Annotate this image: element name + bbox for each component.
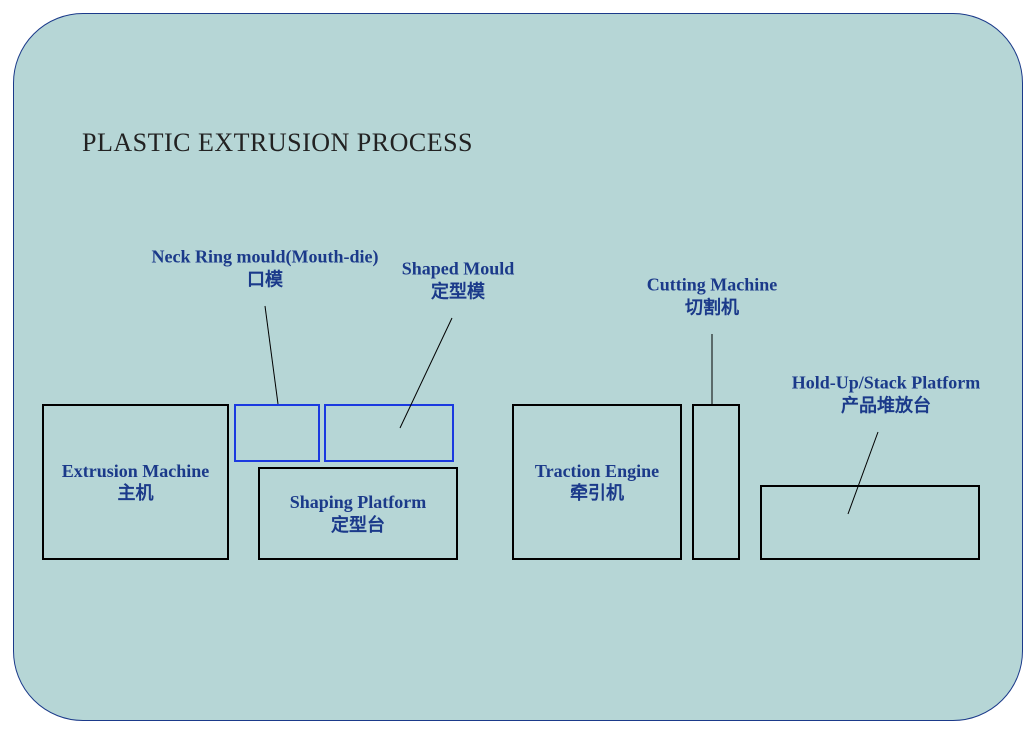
neck-ring-mould-callout-en: Neck Ring mould(Mouth-die) [151, 246, 378, 269]
background-panel [13, 13, 1023, 721]
shaping-platform-label-en: Shaping Platform [290, 491, 427, 514]
cutting-machine-callout: Cutting Machine 切割机 [647, 274, 778, 319]
shaped-mould-callout-en: Shaped Mould [402, 258, 515, 281]
neck-ring-mould-callout: Neck Ring mould(Mouth-die) 口模 [151, 246, 378, 291]
extrusion-machine-label-en: Extrusion Machine [62, 460, 210, 483]
holdup-stack-platform-box [760, 485, 980, 560]
shaping-platform-label-zh: 定型台 [331, 514, 385, 537]
shaped-mould-callout: Shaped Mould 定型模 [402, 258, 515, 303]
shaped-mould-box [324, 404, 454, 462]
diagram-title: PLASTIC EXTRUSION PROCESS [82, 128, 473, 158]
traction-engine-label-en: Traction Engine [535, 460, 659, 483]
extrusion-machine-box: Extrusion Machine 主机 [42, 404, 229, 560]
shaping-platform-box: Shaping Platform 定型台 [258, 467, 458, 560]
cutting-machine-callout-zh: 切割机 [647, 296, 778, 319]
neck-ring-mould-callout-zh: 口模 [151, 268, 378, 291]
holdup-stack-platform-callout-zh: 产品堆放台 [792, 394, 981, 417]
neck-ring-mould-box [234, 404, 320, 462]
traction-engine-box: Traction Engine 牵引机 [512, 404, 682, 560]
traction-engine-label-zh: 牵引机 [570, 482, 624, 505]
extrusion-machine-label-zh: 主机 [118, 482, 154, 505]
cutting-machine-callout-en: Cutting Machine [647, 274, 778, 297]
shaped-mould-callout-zh: 定型模 [402, 280, 515, 303]
cutting-machine-box [692, 404, 740, 560]
diagram-canvas: PLASTIC EXTRUSION PROCESS Extrusion Mach… [0, 0, 1036, 734]
holdup-stack-platform-callout-en: Hold-Up/Stack Platform [792, 372, 981, 395]
holdup-stack-platform-callout: Hold-Up/Stack Platform 产品堆放台 [792, 372, 981, 417]
